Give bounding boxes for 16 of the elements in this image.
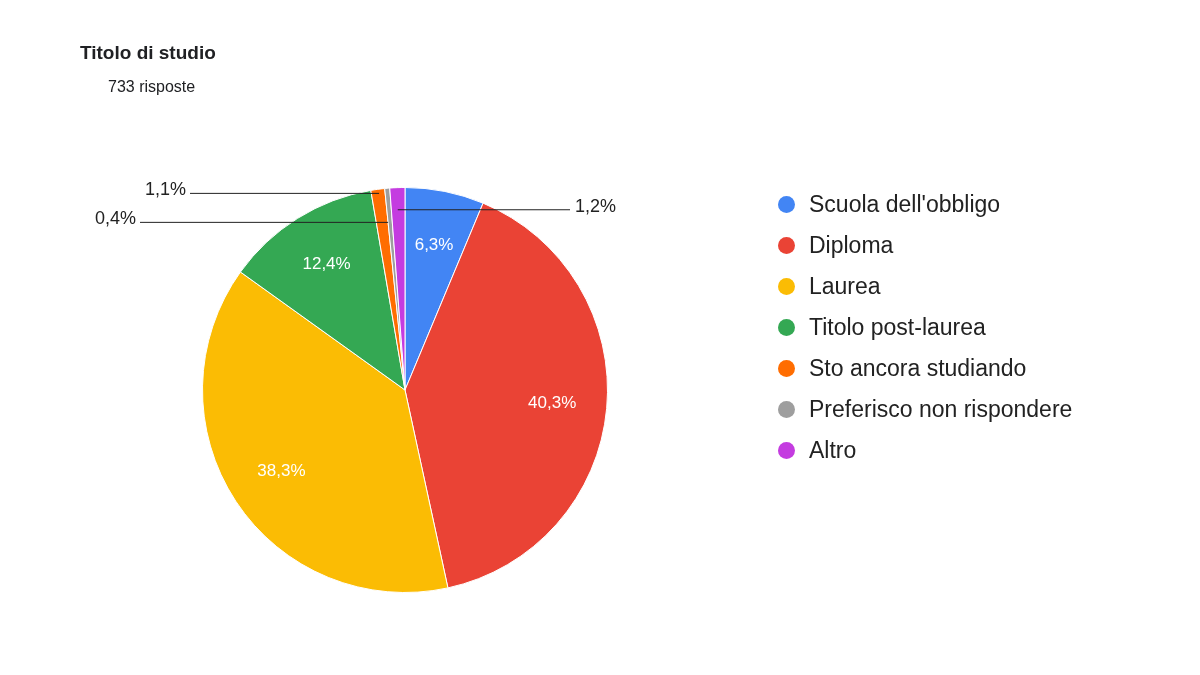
- legend-label: Laurea: [809, 273, 881, 300]
- legend-label: Titolo post-laurea: [809, 314, 986, 341]
- legend-label: Diploma: [809, 232, 894, 259]
- data-label: 40,3%: [528, 393, 577, 413]
- data-label: 38,3%: [257, 460, 306, 480]
- data-label: 6,3%: [414, 234, 454, 254]
- data-label: 1,2%: [575, 195, 617, 216]
- chart-title: Titolo di studio: [80, 42, 216, 64]
- data-label: 1,1%: [144, 179, 186, 200]
- legend-label: Scuola dell'obbligo: [809, 191, 1001, 218]
- data-label: 12,4%: [302, 254, 351, 274]
- data-label: 0,4%: [94, 208, 136, 229]
- legend-label: Preferisco non rispondere: [809, 396, 1073, 423]
- legend-label: Altro: [809, 437, 857, 464]
- chart-subtitle: 733 risposte: [108, 78, 196, 96]
- legend-label: Sto ancora studiando: [809, 355, 1027, 382]
